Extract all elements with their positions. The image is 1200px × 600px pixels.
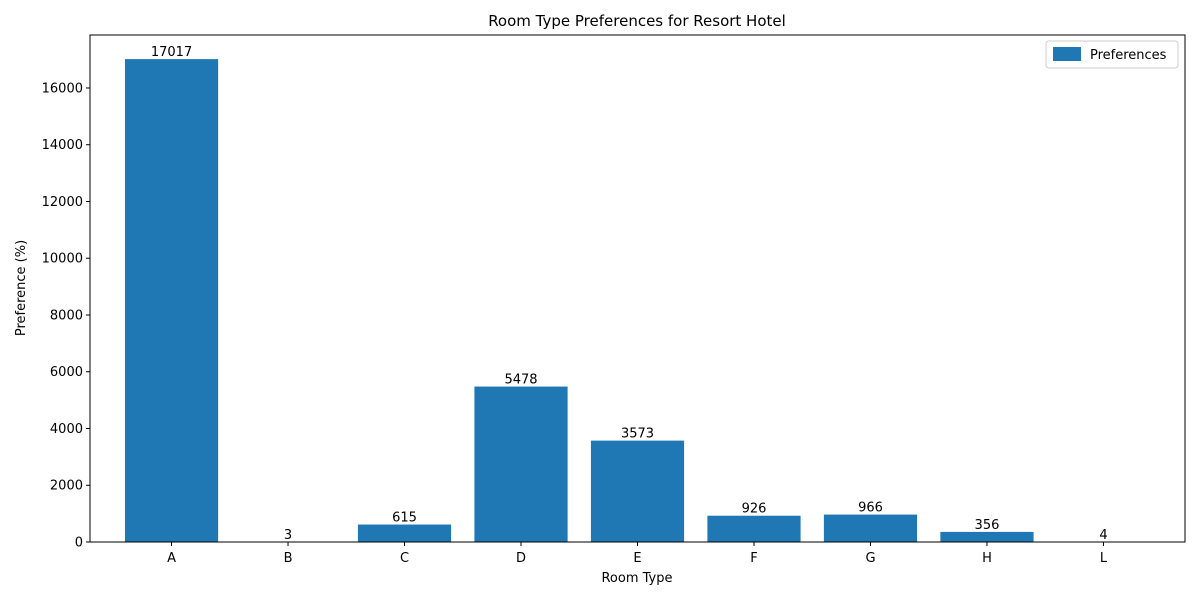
x-tick-label: B [284, 551, 293, 566]
data-label: 3 [284, 528, 292, 543]
y-tick-label: 10000 [42, 252, 83, 267]
x-axis-label: Room Type [601, 571, 672, 586]
bar-a [124, 59, 219, 543]
bar-g [823, 514, 918, 542]
data-label: 17017 [151, 45, 192, 60]
y-tick-label: 2000 [50, 479, 83, 494]
x-tick-label: H [982, 551, 992, 566]
x-tick-label: C [400, 551, 409, 566]
legend: Preferences [1045, 40, 1179, 69]
data-label: 615 [392, 511, 417, 526]
data-label: 966 [858, 501, 883, 516]
x-tick-label: D [516, 551, 526, 566]
data-label: 5478 [504, 373, 537, 388]
x-tick-label: G [865, 551, 875, 566]
data-label: 4 [1099, 528, 1107, 543]
x-tick-label: L [1100, 551, 1108, 566]
data-label: 3573 [621, 427, 654, 442]
y-tick-label: 8000 [50, 308, 83, 323]
y-tick-label: 12000 [42, 195, 83, 210]
bar-d [474, 386, 568, 542]
data-label: 356 [975, 518, 1000, 533]
bar-h [940, 531, 1034, 542]
y-tick-label: 4000 [50, 422, 83, 437]
bar-c [357, 524, 452, 542]
chart-title: Room Type Preferences for Resort Hotel [488, 12, 786, 30]
bar-f [707, 515, 801, 542]
x-tick-label: F [750, 551, 757, 566]
y-tick-label: 6000 [50, 365, 83, 380]
x-tick-label: E [633, 551, 641, 566]
y-axis-label: Preference (%) [14, 240, 29, 336]
y-tick-label: 16000 [42, 81, 83, 96]
y-tick-label: 0 [75, 536, 83, 551]
plot-frame [89, 34, 1186, 543]
plot-area: 0 2000 4000 6000 8000 10000 12000 14000 16000 170… [42, 45, 1151, 566]
legend-label: Preferences [1090, 48, 1167, 63]
bar-e [590, 440, 685, 542]
data-label: 926 [742, 502, 767, 517]
legend-swatch [1053, 47, 1081, 61]
x-tick-label: A [167, 551, 176, 566]
y-tick-label: 14000 [42, 138, 83, 153]
